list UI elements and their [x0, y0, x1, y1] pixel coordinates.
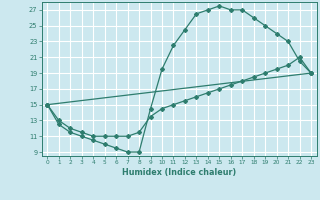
X-axis label: Humidex (Indice chaleur): Humidex (Indice chaleur) [122, 168, 236, 177]
